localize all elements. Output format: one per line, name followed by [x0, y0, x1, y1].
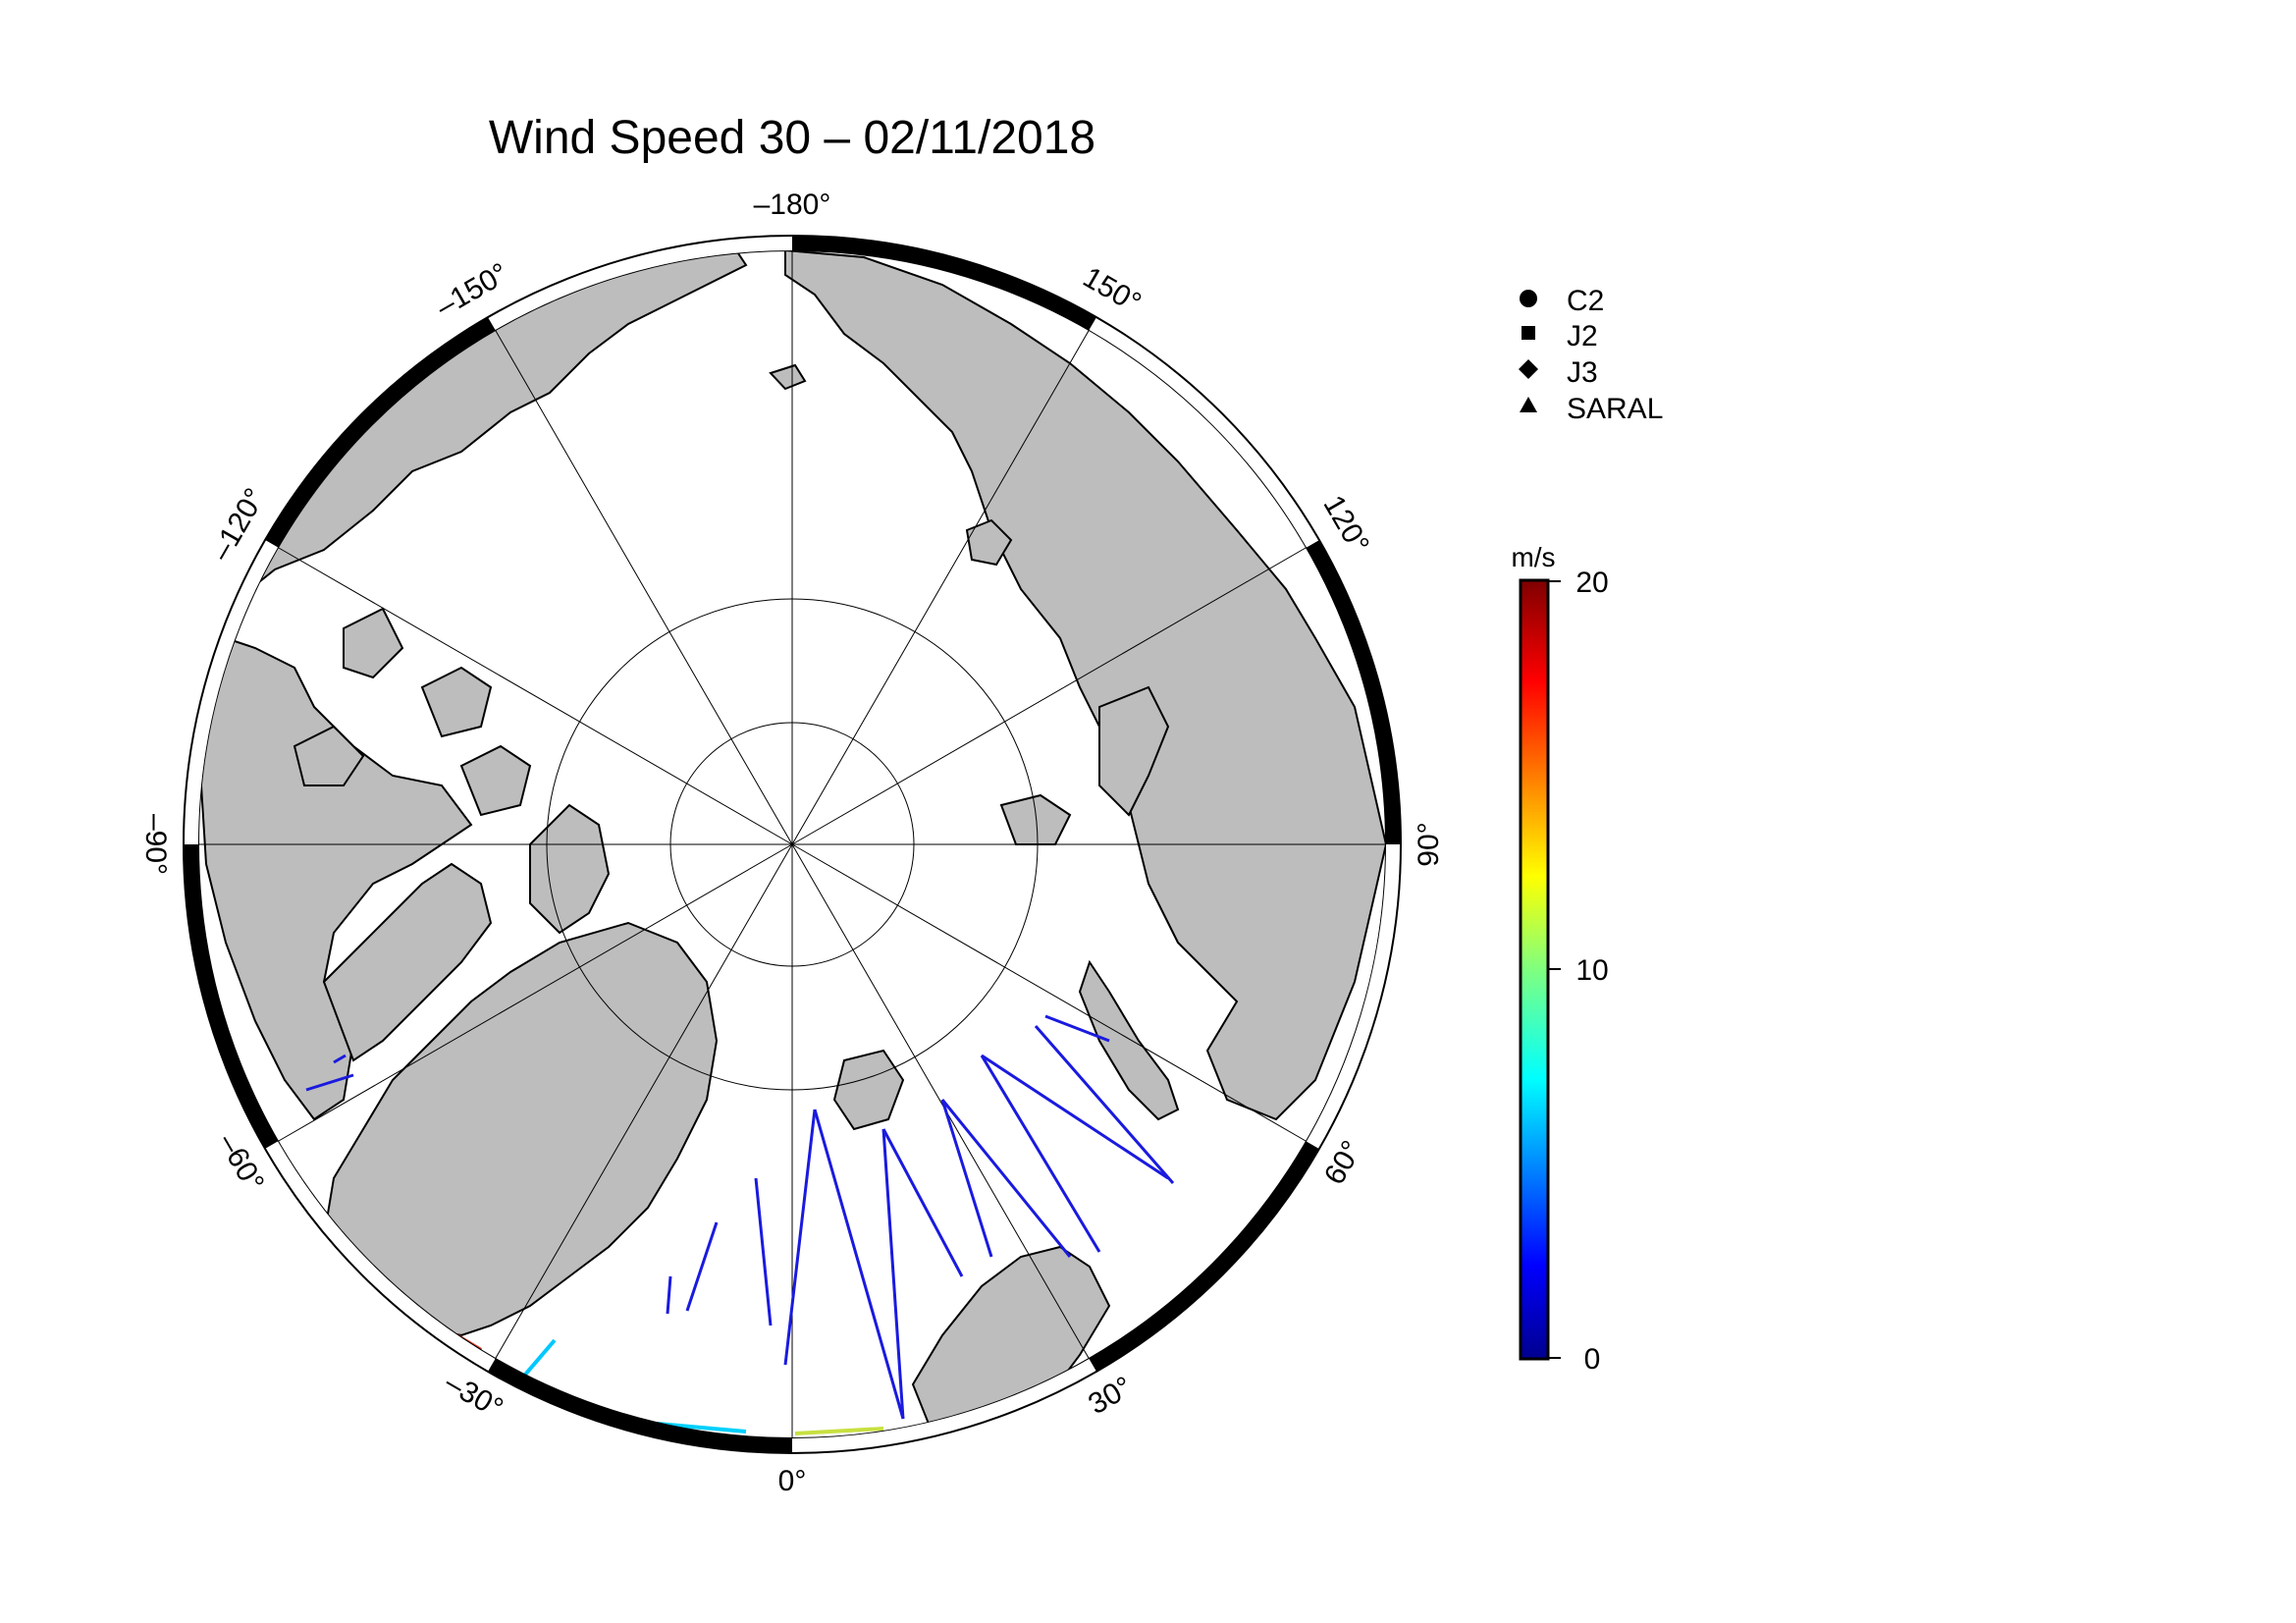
land-canada-mainland	[198, 626, 473, 1121]
meridian-line	[791, 329, 1090, 845]
colorbar-unit: m/s	[1511, 542, 1555, 572]
symbol-legend: C2 J2 J3 SARAL	[1519, 285, 1663, 425]
legend-label-j2: J2	[1567, 320, 1598, 352]
map-outer-border	[183, 235, 1402, 1454]
meridian-label: 0°	[778, 1465, 807, 1497]
colorbar-tick-label-0: 0	[1584, 1343, 1601, 1376]
legend-item-j3: J3	[1519, 356, 1598, 389]
circle-icon	[1520, 290, 1537, 307]
track-13	[666, 1275, 672, 1315]
frame-segment	[791, 236, 1096, 331]
meridian-line	[495, 843, 793, 1360]
land-wrangel	[769, 363, 807, 391]
frame-segment	[488, 1358, 793, 1453]
legend-label-saral: SARAL	[1567, 393, 1663, 425]
track-10	[1044, 1014, 1110, 1043]
meridian-line	[791, 843, 1090, 1360]
map-title: Wind Speed 30 – 02/11/2018	[489, 112, 1095, 164]
colorbar-tick-label-10: 10	[1575, 954, 1608, 987]
meridian-label: 90°	[1413, 822, 1445, 866]
edge-track-cyan-1	[523, 1338, 557, 1377]
land-layer	[198, 250, 1386, 1435]
land-siberia	[784, 250, 1386, 1121]
legend-item-saral: SARAL	[1520, 393, 1663, 425]
track-6	[940, 1099, 1072, 1258]
triangle-icon	[1520, 397, 1537, 412]
land-ellesmere	[529, 803, 611, 935]
frame-segment	[1089, 1141, 1319, 1372]
land-island-d	[293, 725, 365, 786]
track-5	[940, 1099, 993, 1258]
meridian-label: 60°	[1318, 1135, 1368, 1190]
diamond-icon	[1519, 359, 1538, 379]
legend-item-c2: C2	[1520, 285, 1604, 317]
graticule	[198, 250, 1386, 1438]
frame-segment	[184, 540, 279, 845]
track-8	[981, 1054, 1169, 1180]
track-4	[881, 1128, 964, 1277]
legend-label-c2: C2	[1567, 285, 1604, 317]
land-franz-josef	[999, 793, 1072, 845]
meridian-line	[277, 547, 793, 845]
frame-segment	[265, 1141, 496, 1372]
legend-item-j2: J2	[1522, 320, 1598, 352]
frame-segment	[791, 1358, 1096, 1453]
frame-segment	[1306, 540, 1401, 845]
satellite-tracks	[305, 1014, 1175, 1420]
meridian-lines	[198, 250, 1386, 1438]
land-island-b	[343, 607, 404, 679]
legend-label-j3: J3	[1567, 356, 1598, 389]
meridian-label: 120°	[1316, 490, 1375, 559]
polar-map: 0°30°60°90°120°150°–180°–150°–120°–90°–6…	[139, 189, 1445, 1497]
meridian-line	[495, 329, 793, 845]
track-7	[980, 1055, 1101, 1253]
land-baffin	[322, 862, 493, 1062]
meridian-label: 30°	[1083, 1371, 1138, 1421]
land-svalbard	[832, 1049, 905, 1131]
meridian-label: –90°	[139, 814, 172, 875]
edge-track-cyan-2	[657, 1422, 747, 1434]
track-2	[813, 1109, 905, 1420]
meridian-label: –180°	[754, 189, 831, 221]
square-icon	[1522, 326, 1535, 340]
land-taymyr	[1098, 685, 1170, 817]
frame-segment	[488, 236, 793, 331]
frame-segment	[1089, 317, 1319, 548]
frame-segment	[265, 317, 496, 548]
track-12	[685, 1221, 719, 1312]
colorbar: m/s 0 10 20	[1511, 542, 1608, 1376]
land-new-siberian	[965, 518, 1013, 567]
colorbar-gradient	[1519, 578, 1550, 1361]
track-11	[754, 1177, 773, 1326]
track-3	[881, 1128, 905, 1420]
meridian-line	[277, 843, 793, 1142]
frame-segment	[1306, 843, 1401, 1149]
track-9	[1034, 1025, 1175, 1184]
land-island-c	[459, 744, 532, 817]
meridian-label: 150°	[1078, 261, 1147, 320]
track-1	[783, 1109, 817, 1366]
land-island-a	[420, 666, 493, 738]
track-14	[305, 1073, 354, 1092]
edge-track-yellow	[794, 1427, 884, 1435]
frame-segment	[184, 843, 279, 1149]
meridian-line	[791, 843, 1308, 1142]
colorbar-tick-label-20: 20	[1575, 567, 1608, 599]
meridian-line	[791, 547, 1308, 845]
map-frame	[184, 236, 1401, 1453]
track-15	[333, 1054, 347, 1064]
